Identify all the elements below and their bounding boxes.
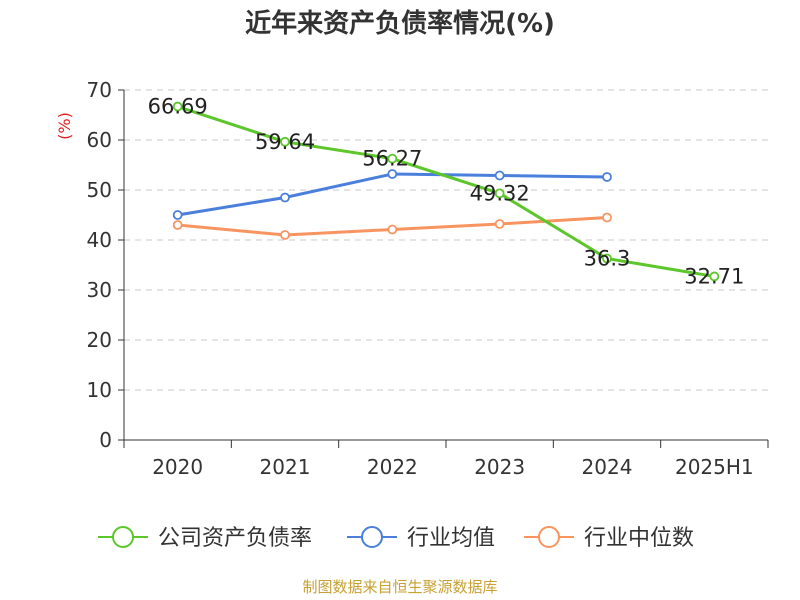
legend-item-0: 公司资产负债率 xyxy=(98,526,312,551)
data-point xyxy=(387,224,398,235)
data-labels: 66.69 59.64 56.27 49.32 36.3 32.71 xyxy=(148,95,745,289)
data-label: 36.3 xyxy=(584,247,631,271)
chart-title: 近年来资产负债率情况(%) xyxy=(245,9,555,39)
grid-lines xyxy=(124,89,768,391)
y-tick-label: 40 xyxy=(87,228,112,252)
series-line-1 xyxy=(177,172,608,217)
legend-label: 行业中位数 xyxy=(584,526,694,551)
x-tick-label: 2020 xyxy=(152,455,203,479)
data-point xyxy=(280,230,290,240)
source-note: 制图数据来自恒生聚源数据库 xyxy=(302,578,498,596)
y-tick-label: 70 xyxy=(87,78,112,102)
y-tick-label: 10 xyxy=(87,378,112,402)
data-point xyxy=(172,210,183,220)
data-point xyxy=(172,101,183,112)
data-point xyxy=(602,172,612,182)
data-point xyxy=(280,136,290,147)
legend-item-1: 行业均值 xyxy=(347,526,495,551)
data-point xyxy=(387,153,398,164)
y-tick-label: 0 xyxy=(99,428,112,452)
x-tick-label: 2024 xyxy=(582,455,633,479)
y-axis-label: (%) xyxy=(55,112,74,140)
data-point xyxy=(494,188,505,199)
data-point xyxy=(602,253,612,264)
data-point xyxy=(494,170,505,181)
x-tick-label: 2022 xyxy=(367,455,418,479)
series-lines xyxy=(172,101,720,282)
y-tick-label: 30 xyxy=(87,278,112,302)
legend-marker xyxy=(538,526,560,548)
legend-label: 行业均值 xyxy=(407,526,495,551)
data-label: 66.69 xyxy=(148,95,208,119)
series-line-0 xyxy=(177,105,715,278)
y-tick-label: 60 xyxy=(87,128,112,152)
data-point xyxy=(602,212,612,223)
x-tick-label: 2025H1 xyxy=(675,455,754,479)
y-tick-label: 50 xyxy=(87,178,112,202)
x-tick-label: 2021 xyxy=(260,455,311,479)
data-point xyxy=(709,271,720,282)
data-point xyxy=(172,220,183,230)
data-label: 59.64 xyxy=(255,130,315,154)
data-point xyxy=(494,219,505,229)
axes: 0 10 20 30 40 50 60 70 (%) 2020 2021 2022 2023 2024 20… xyxy=(55,78,769,479)
data-label: 49.32 xyxy=(470,181,530,205)
x-tick-label: 2023 xyxy=(474,455,525,479)
data-point xyxy=(280,192,290,203)
legend-marker xyxy=(361,526,383,548)
legend-item-2: 行业中位数 xyxy=(524,526,694,551)
data-label: 56.27 xyxy=(362,147,422,171)
legend-marker xyxy=(112,526,134,548)
y-tick-label: 20 xyxy=(87,328,112,352)
legend: 公司资产负债率 行业均值 行业中位数 xyxy=(98,526,694,551)
data-label: 32.71 xyxy=(684,264,744,288)
legend-label: 公司资产负债率 xyxy=(158,526,312,551)
data-point xyxy=(387,169,398,179)
